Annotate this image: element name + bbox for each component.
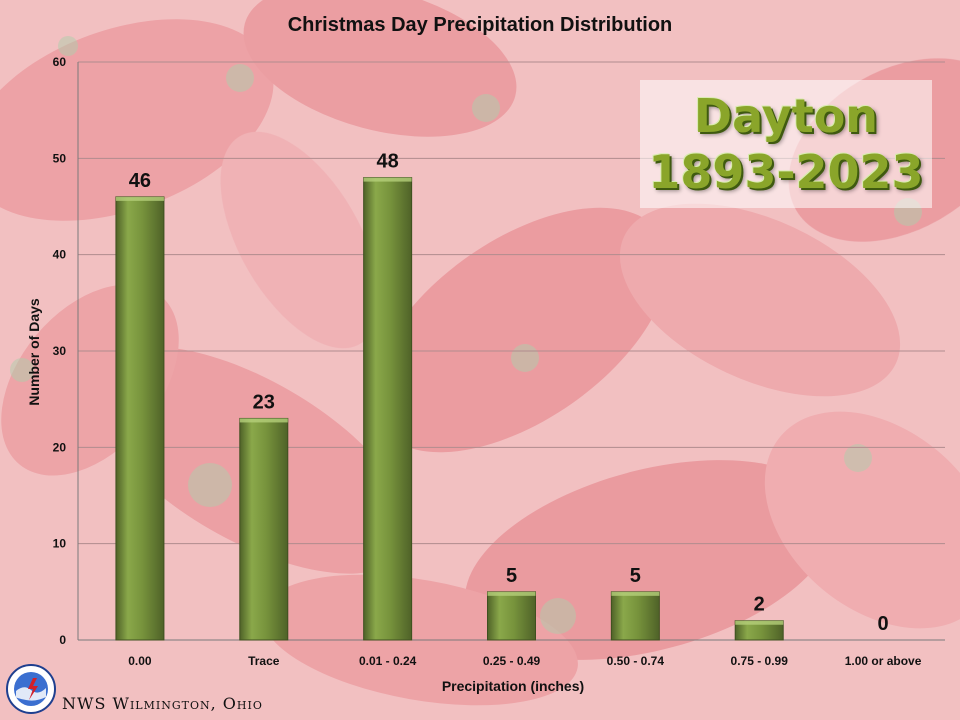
y-tick-label: 50	[53, 151, 67, 165]
y-axis-label: Number of Days	[26, 298, 42, 406]
bar	[115, 196, 165, 641]
data-label: 46	[129, 170, 151, 192]
bar	[610, 591, 660, 641]
x-tick-label: 0.50 - 0.74	[607, 654, 665, 668]
y-tick-label: 10	[53, 537, 67, 551]
station-name: Dayton	[693, 89, 879, 143]
data-label: 2	[754, 594, 765, 616]
x-axis-label: Precipitation (inches)	[441, 678, 585, 694]
bar-highlight	[487, 591, 536, 596]
y-tick-label: 20	[53, 440, 67, 454]
x-tick-label: 0.01 - 0.24	[359, 654, 417, 668]
footer-credit: NWS Wilmington, Ohio	[62, 694, 263, 713]
station-overlay: Dayton 1893-2023	[640, 80, 932, 208]
y-tick-label: 30	[53, 344, 67, 358]
data-label: 23	[253, 391, 275, 413]
data-label: 0	[878, 613, 889, 635]
x-tick-label: 0.00	[128, 654, 152, 668]
nws-logo-icon	[6, 664, 56, 714]
data-label: 48	[377, 151, 399, 173]
bar	[363, 177, 413, 641]
y-tick-label: 40	[53, 248, 67, 262]
bar-highlight	[735, 620, 784, 625]
station-years: 1893-2023	[648, 145, 924, 199]
y-tick-label: 0	[59, 633, 66, 647]
bar-highlight	[115, 196, 164, 201]
bar-highlight	[239, 418, 288, 423]
bar	[239, 417, 289, 641]
data-label: 5	[506, 565, 517, 587]
chart-title: Christmas Day Precipitation Distribution	[287, 14, 673, 36]
x-tick-label: 1.00 or above	[845, 654, 922, 668]
bar	[487, 591, 536, 641]
bar-highlight	[363, 177, 412, 182]
data-label: 5	[630, 565, 641, 587]
x-tick-label: 0.25 - 0.49	[483, 654, 541, 668]
bar-highlight	[611, 591, 660, 596]
x-tick-label: Trace	[248, 654, 280, 668]
y-tick-label: 60	[53, 55, 67, 69]
x-tick-label: 0.75 - 0.99	[731, 654, 789, 668]
